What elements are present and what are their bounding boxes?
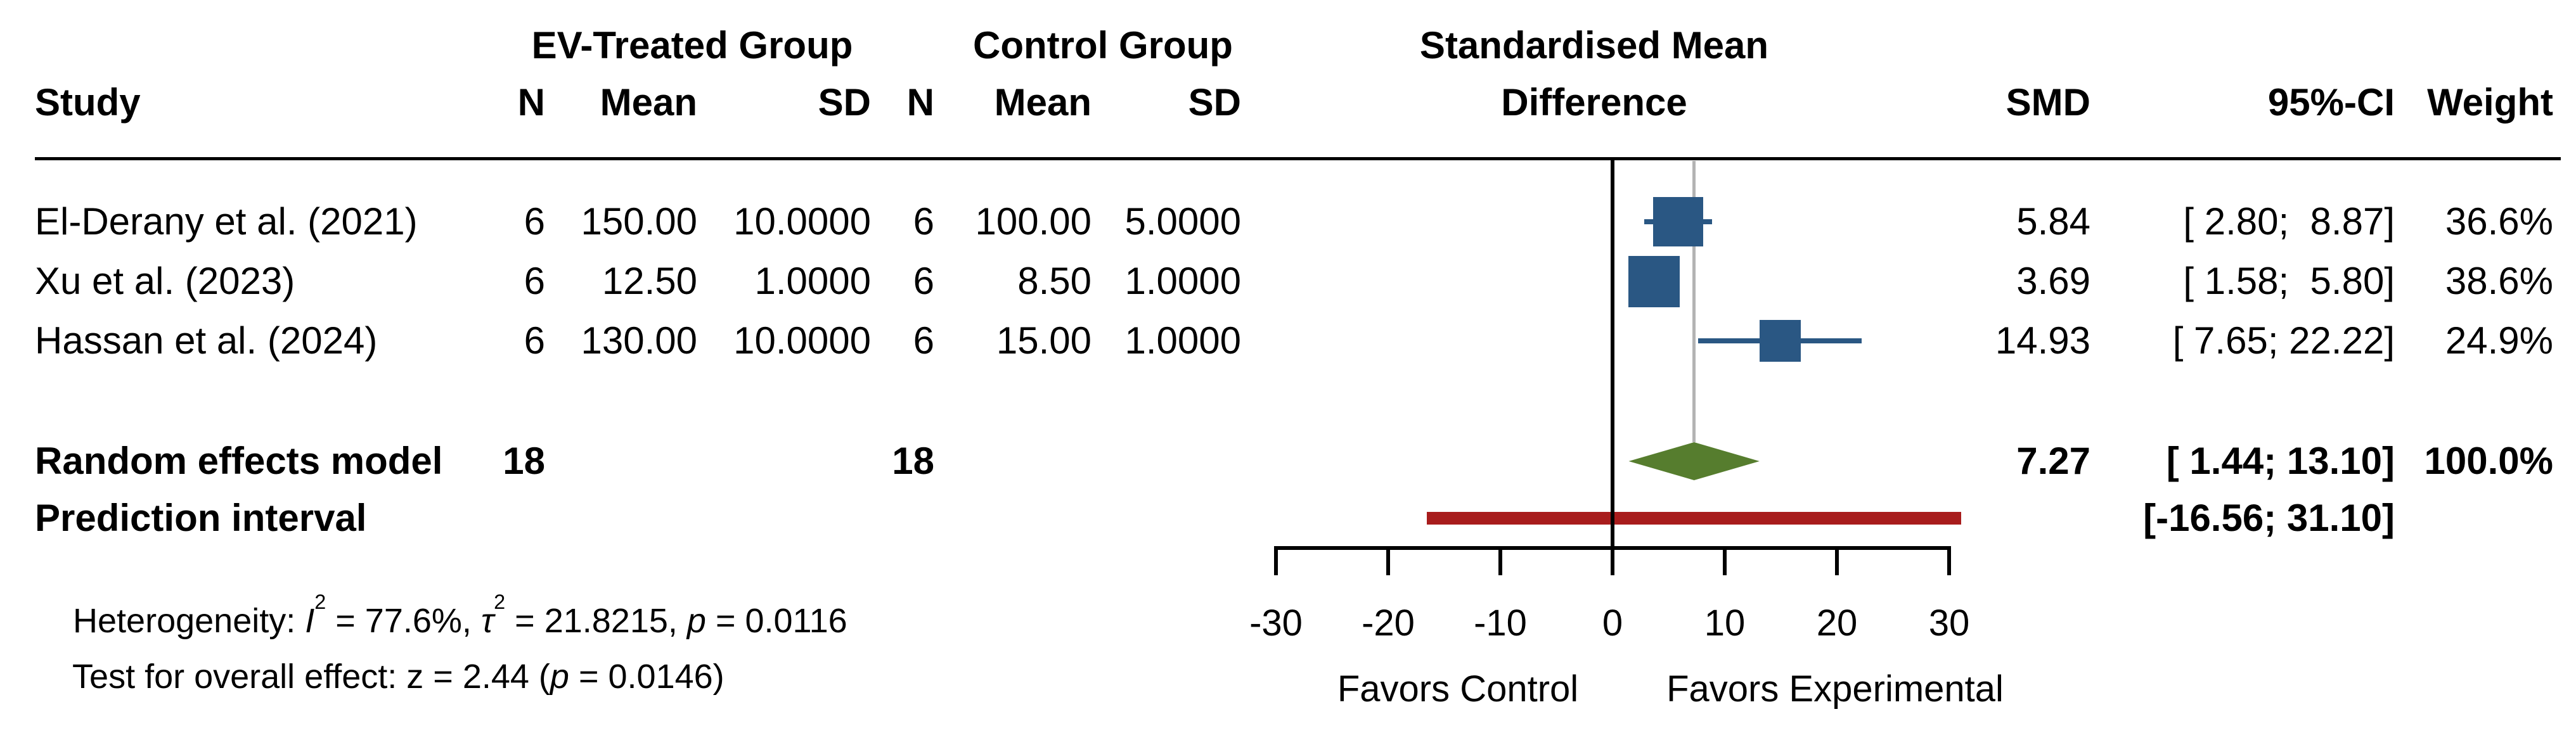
summary-n-control: 18 [892,440,934,482]
x-axis-tick [1947,546,1951,575]
sd-control: 5.0000 [1124,200,1241,243]
ci-value: [ 1.58; 5.80] [2183,260,2395,302]
x-axis-tick [1498,546,1502,575]
effect-header-line1: Standardised Mean [1419,24,1769,67]
x-axis-tick-label: -10 [1474,602,1527,644]
weight-value: 36.6% [2445,200,2553,243]
group1-header: EV-Treated Group [531,24,853,67]
n-treated: 6 [524,260,545,302]
column-header-n-control: N [906,81,934,124]
n-control: 6 [913,319,934,362]
i-squared-exponent: 2 [314,590,326,614]
summary-n-treated: 18 [503,440,545,482]
overall-effect-footnote: Test for overall effect: z = 2.44 (p = 0… [72,658,724,696]
x-axis-tick-label: 0 [1602,602,1623,644]
weight-value: 24.9% [2445,319,2553,362]
smd-value: 14.93 [1995,319,2090,362]
sd-treated: 10.0000 [733,200,871,243]
study-label: Hassan et al. (2024) [35,319,378,362]
sd-treated: 10.0000 [733,319,871,362]
summary-label: Random effects model [35,440,443,482]
column-header-study: Study [35,81,141,124]
ci-value: [ 7.65; 22.22] [2172,319,2395,362]
tau-squared-exponent: 2 [494,590,506,614]
column-header-mean-control: Mean [994,81,1092,124]
favors-control-label: Favors Control [1337,668,1579,710]
p-symbol: p [686,602,706,640]
sd-control: 1.0000 [1124,260,1241,302]
x-axis-tick [1723,546,1727,575]
i-squared-symbol: I [305,602,315,640]
x-axis-tick [1274,546,1278,575]
mean-control: 100.00 [975,200,1092,243]
overall-effect-text: Test for overall effect: z = 2.44 ( [72,658,550,696]
mean-treated: 150.00 [581,200,697,243]
favors-experimental-label: Favors Experimental [1666,668,2004,710]
column-header-n-treated: N [517,81,545,124]
group2-header: Control Group [973,24,1233,67]
column-header-ci: 95%-CI [2267,81,2395,124]
prediction-interval-ci: [-16.56; 31.10] [2143,497,2395,539]
smd-value: 5.84 [2016,200,2090,243]
effect-square [1759,320,1801,362]
effect-header-line2: Difference [1501,81,1687,124]
column-header-sd-treated: SD [818,81,871,124]
effect-square [1652,196,1703,247]
mean-treated: 130.00 [581,319,697,362]
tau-squared-symbol: τ [480,602,494,640]
x-axis-tick [1386,546,1390,575]
weight-value: 38.6% [2445,260,2553,302]
summary-smd: 7.27 [2016,440,2090,482]
column-header-weight: Weight [2427,81,2553,124]
smd-value: 3.69 [2016,260,2090,302]
effect-square [1628,255,1680,307]
sd-treated: 1.0000 [754,260,871,302]
summary-ci: [ 1.44; 13.10] [2166,440,2395,482]
x-axis-tick-label: 20 [1816,602,1858,644]
study-label: El-Derany et al. (2021) [35,200,418,243]
mean-control: 8.50 [1017,260,1092,302]
summary-weight: 100.0% [2424,440,2554,482]
n-control: 6 [913,260,934,302]
mean-treated: 12.50 [602,260,697,302]
x-axis-tick-label: -30 [1249,602,1303,644]
prediction-interval-label: Prediction interval [35,497,367,539]
x-axis-tick-label: 30 [1928,602,1970,644]
column-header-sd-control: SD [1188,81,1241,124]
p-symbol: p [550,658,569,696]
n-treated: 6 [524,200,545,243]
ci-value: [ 2.80; 8.87] [2183,200,2395,243]
pooled-effect-line [1692,161,1696,442]
n-treated: 6 [524,319,545,362]
x-axis-tick-label: 10 [1704,602,1746,644]
x-axis-tick-label: -20 [1362,602,1415,644]
zero-reference-line [1611,160,1614,550]
x-axis-tick [1611,546,1614,575]
column-header-smd: SMD [2006,81,2090,124]
x-axis-tick [1835,546,1839,575]
header-separator-line [35,157,2561,160]
column-header-mean-treated: Mean [600,81,697,124]
study-label: Xu et al. (2023) [35,260,295,302]
prediction-interval-bar [1426,512,1962,525]
sd-control: 1.0000 [1124,319,1241,362]
heterogeneity-text: Heterogeneity: [73,602,306,640]
mean-control: 15.00 [996,319,1092,362]
n-control: 6 [913,200,934,243]
heterogeneity-footnote: Heterogeneity: I2 = 77.6%, τ2 = 21.8215,… [73,590,847,640]
summary-diamond [1628,442,1760,480]
